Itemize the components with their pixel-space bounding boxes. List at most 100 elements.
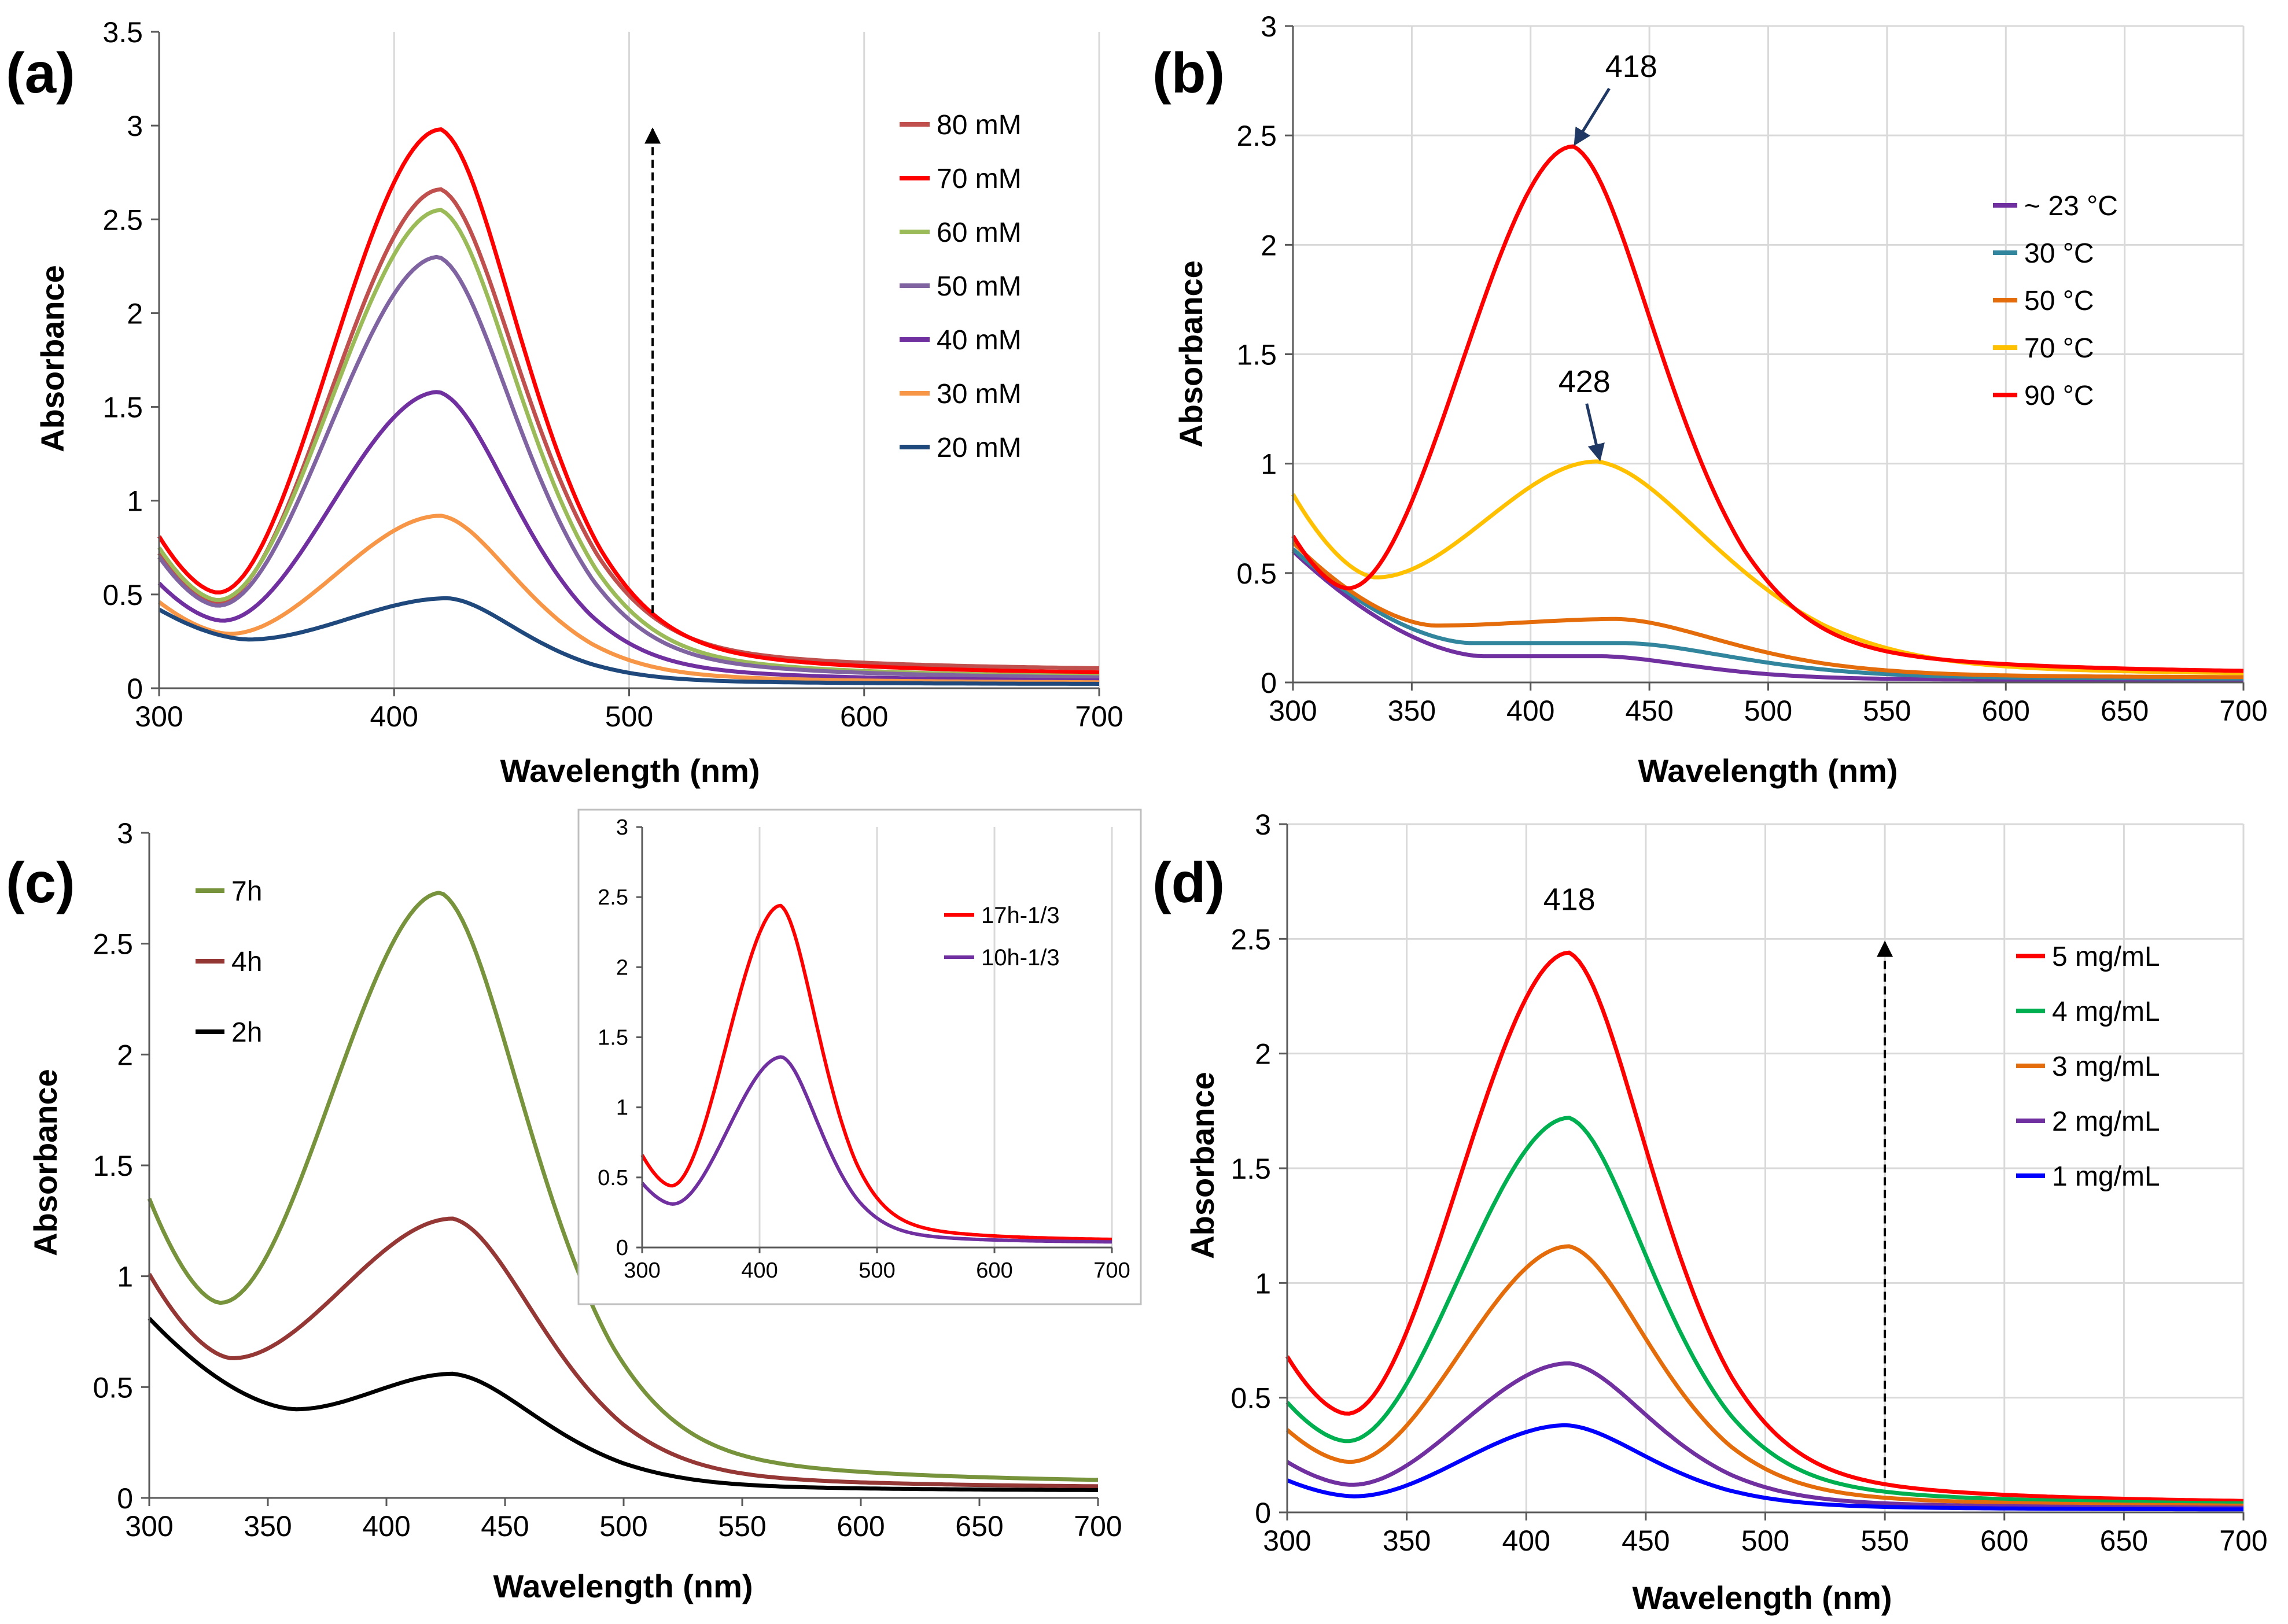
panel-d-series <box>1285 950 2244 1512</box>
x-tick-label: 700 <box>2219 1525 2267 1557</box>
series-line <box>640 1055 1112 1244</box>
legend-label: 2 mg/mL <box>2052 1106 2160 1137</box>
x-tick-label: 500 <box>1741 1525 1789 1557</box>
y-tick-label: 0 <box>127 673 143 705</box>
panel-a: (a) 0 0.5 1 1.5 2 2.5 3 3.5 300 400 500 600 700 80 m… <box>6 16 1123 789</box>
y-tick-label: 0 <box>117 1482 133 1515</box>
y-tick-label: 2 <box>616 955 628 980</box>
legend-label: ~ 23 °C <box>2024 191 2118 222</box>
y-tick-label: 3 <box>1261 10 1277 43</box>
series-line <box>157 254 1100 680</box>
legend-label: 80 mM <box>937 110 1022 141</box>
x-tick-label: 300 <box>1263 1525 1311 1557</box>
panel-a-axes <box>151 31 1100 696</box>
x-tick-label: 600 <box>976 1258 1012 1283</box>
panel-b-series <box>1291 144 2244 682</box>
x-tick-label: 700 <box>1093 1258 1130 1283</box>
y-tick-label: 1.5 <box>93 1150 133 1182</box>
panel-c-legend: 7h 4h 2h <box>196 876 262 1048</box>
y-tick-label: 3 <box>1255 809 1271 841</box>
panel-c-inset: 0 0.5 1 1.5 2 2.5 3 300 400 500 600 700 17h-1/3 10h-… <box>577 809 1142 1305</box>
x-tick-label: 700 <box>2219 695 2267 727</box>
peak-arrow <box>1585 403 1605 462</box>
panel-d-xlabel: Wavelength (nm) <box>1632 1579 1892 1616</box>
legend-label: 4 mg/mL <box>2052 996 2160 1027</box>
series-line <box>1285 950 2244 1503</box>
x-tick-label: 700 <box>1074 1510 1122 1542</box>
panel-d: (d) 0 0.5 1 1.5 2 2.5 3 300 350 400 450 500 550 600 65… <box>1152 809 2268 1616</box>
x-tick-label: 600 <box>840 700 888 733</box>
panel-a-ylabel: Absorbance <box>34 265 71 452</box>
panel-a-series <box>157 127 1100 686</box>
x-tick-label: 600 <box>1980 1525 2028 1557</box>
peak-arrow <box>1574 87 1611 146</box>
panel-c-series <box>147 891 1099 1492</box>
y-tick-label: 1 <box>127 485 143 518</box>
panel-a-grid <box>393 32 1100 688</box>
peak-label: 418 <box>1543 883 1596 917</box>
series-line <box>1291 459 2244 676</box>
panel-d-ylabel: Absorbance <box>1184 1072 1221 1259</box>
series-line <box>640 903 1112 1241</box>
x-tick-label: 650 <box>2100 1525 2148 1557</box>
y-tick-label: 1 <box>117 1261 133 1293</box>
x-tick-label: 450 <box>1625 695 1673 727</box>
series-line <box>157 514 1100 685</box>
panel-a-label: (a) <box>6 41 75 105</box>
y-tick-label: 2.5 <box>93 928 133 961</box>
x-tick-label: 400 <box>362 1510 410 1542</box>
series-line <box>147 891 1099 1482</box>
y-tick-label: 2.5 <box>1236 120 1277 152</box>
panel-c-ylabel: Absorbance <box>27 1069 64 1256</box>
y-tick-label: 0 <box>1255 1497 1271 1529</box>
y-tick-label: 1.5 <box>1230 1153 1271 1185</box>
panel-b-axes <box>1285 25 2245 691</box>
x-tick-label: 400 <box>370 700 418 733</box>
legend-label: 3 mg/mL <box>2052 1051 2160 1082</box>
panel-d-annotations: 418 <box>1543 883 1893 1478</box>
panel-b-grid <box>1293 25 2245 682</box>
panel-b-xlabel: Wavelength (nm) <box>1638 752 1898 789</box>
panel-b-ylabel: Absorbance <box>1173 260 1209 448</box>
legend-label: 10h-1/3 <box>981 945 1060 970</box>
y-tick-label: 3 <box>127 110 143 142</box>
legend-label: 50 °C <box>2024 286 2094 316</box>
legend-label: 70 °C <box>2024 333 2094 364</box>
series-line <box>1286 1361 2244 1510</box>
y-tick-label: 0.5 <box>598 1166 628 1190</box>
inset-grid <box>758 827 1113 1247</box>
y-tick-label: 0 <box>1261 667 1277 699</box>
y-tick-label: 3 <box>117 817 133 850</box>
legend-label: 50 mM <box>937 271 1022 302</box>
x-tick-label: 600 <box>1982 695 2030 727</box>
x-tick-label: 450 <box>1622 1525 1670 1557</box>
legend-label: 4h <box>231 947 262 977</box>
inset-series <box>640 903 1112 1244</box>
x-tick-label: 550 <box>1860 1525 1908 1557</box>
y-tick-label: 2 <box>117 1039 133 1071</box>
x-tick-label: 400 <box>1502 1525 1550 1557</box>
x-tick-label: 500 <box>1744 695 1792 727</box>
x-tick-label: 550 <box>718 1510 766 1542</box>
y-tick-label: 2.5 <box>102 204 143 236</box>
y-tick-label: 2.5 <box>598 885 628 910</box>
y-tick-label: 1 <box>1255 1267 1271 1300</box>
legend-label: 30 °C <box>2024 238 2094 269</box>
x-tick-label: 500 <box>859 1258 895 1283</box>
series-line <box>147 1216 1099 1489</box>
peak-label: 428 <box>1559 364 1611 399</box>
inset-legend: 17h-1/3 10h-1/3 <box>944 903 1060 970</box>
y-tick-label: 3 <box>616 815 628 840</box>
legend-label: 7h <box>231 876 262 907</box>
panel-a-xlabel: Wavelength (nm) <box>500 752 760 789</box>
panel-a-legend: 80 mM 70 mM 60 mM 50 mM 40 mM 30 mM 20 mM <box>900 110 1022 463</box>
legend-label: 1 mg/mL <box>2052 1161 2160 1192</box>
panel-d-grid <box>1287 823 2245 1512</box>
panel-d-legend: 5 mg/mL 4 mg/mL 3 mg/mL 2 mg/mL 1 mg/mL <box>2016 942 2160 1192</box>
y-tick-label: 1.5 <box>1236 339 1277 371</box>
x-tick-label: 400 <box>741 1258 778 1283</box>
inset-axes <box>636 826 1113 1253</box>
panel-b-label: (b) <box>1152 41 1225 105</box>
panel-c-label: (c) <box>6 851 75 914</box>
